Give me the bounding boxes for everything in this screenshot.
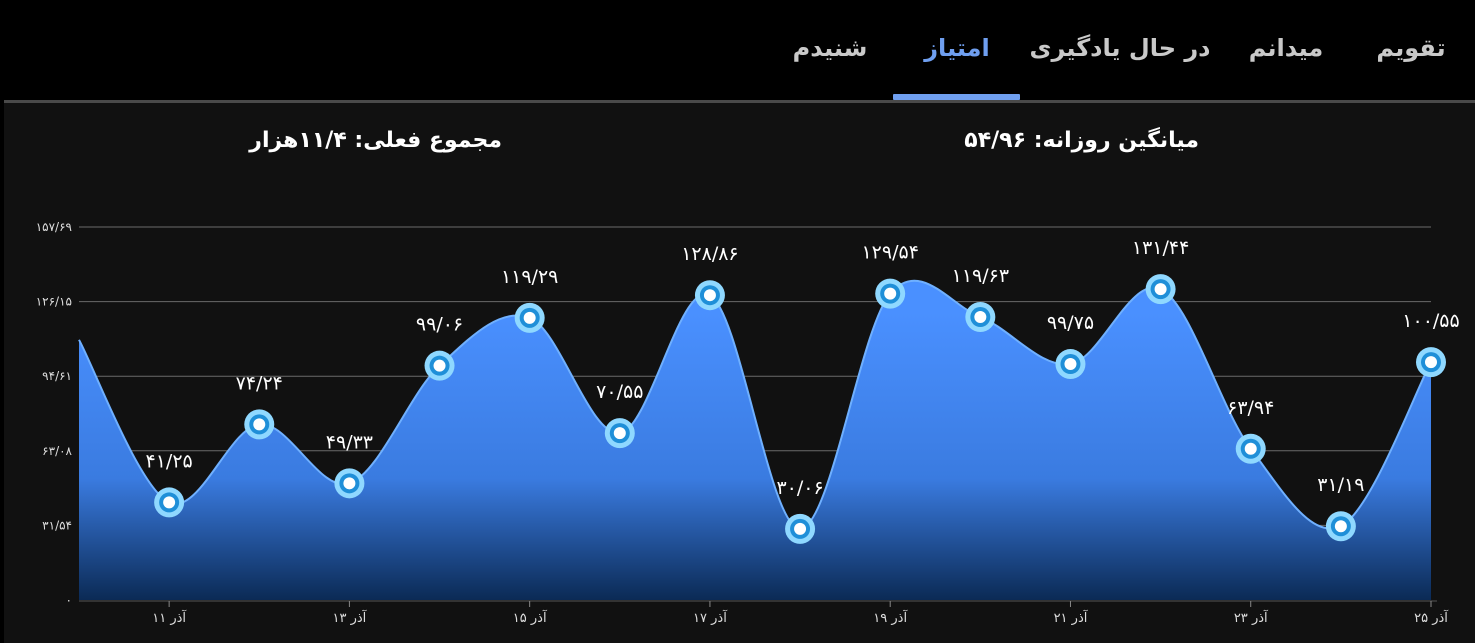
y-tick-label: ۱۲۶/۱۵ [36, 295, 72, 309]
data-label: ۹۹/۰۶ [416, 314, 463, 336]
daily-average-label: میانگین روزانه: ۵۴/۹۶ [964, 128, 1199, 153]
tab-heard[interactable]: شنیدم [792, 34, 868, 62]
data-point-center [1334, 520, 1347, 533]
y-tick-label: ۱۵۷/۶۹ [36, 220, 72, 234]
current-total-label: مجموع فعلی: ۱۱/۴هزار [249, 128, 502, 153]
data-point-center [433, 359, 446, 372]
data-label: ۱۲۸/۸۶ [681, 243, 738, 265]
tab-learning[interactable]: در حال یادگیری [1029, 34, 1211, 62]
data-point-center [613, 427, 626, 440]
data-labels: ۴۱/۲۵ ۷۴/۲۴ ۴۹/۳۳ ۹۹/۰۶ ۱۱۹/۲۹ ۷۰/۵۵ ۱۲۸/۸۶ ۳۰/… [146, 237, 1460, 499]
data-label: ۳۱/۱۹ [1317, 474, 1364, 496]
data-point-center [1154, 283, 1167, 296]
data-label: ۴۹/۳۳ [326, 431, 373, 453]
y-tick-label: ۶۳/۰۸ [42, 444, 72, 458]
x-tick-label: ۱۳ آذر [333, 609, 368, 626]
data-label: ۱۲۹/۵۴ [861, 242, 918, 264]
data-point-center [1064, 358, 1077, 371]
data-point-center [974, 311, 987, 324]
x-tick-label: ۱۷ آذر [693, 609, 728, 626]
y-tick-label: ۳۱/۵۴ [42, 518, 72, 532]
tab-known[interactable]: میدانم [1248, 34, 1324, 62]
data-point-center [884, 287, 897, 300]
data-point-center [794, 522, 807, 535]
data-label: ۱۱۹/۲۹ [501, 266, 558, 288]
x-tick-label: ۱۹ آذر [873, 609, 908, 626]
data-point-center [253, 418, 266, 431]
data-label: ۱۳۱/۴۴ [1132, 237, 1189, 259]
data-label: ۹۹/۷۵ [1047, 312, 1094, 334]
x-tick-label: ۲۳ آذر [1234, 609, 1269, 626]
data-markers [154, 274, 1446, 544]
data-label: ۷۰/۵۵ [596, 381, 643, 403]
active-tab-indicator [893, 94, 1020, 100]
data-point-center [163, 496, 176, 509]
tab-score[interactable]: امتیاز [924, 34, 990, 62]
area-fill [79, 280, 1431, 600]
data-label: ۷۴/۲۴ [236, 372, 283, 394]
tab-bar: تقویم میدانم در حال یادگیری امتیاز شنیدم [0, 0, 1475, 100]
data-point-center [703, 289, 716, 302]
data-label: ۶۳/۹۴ [1227, 397, 1274, 419]
data-point-center [1425, 356, 1437, 369]
data-point-center [523, 311, 536, 324]
x-tick-label: ۲۱ آذر [1054, 609, 1089, 626]
tab-calendar[interactable]: تقویم [1376, 34, 1446, 62]
data-point-center [343, 477, 356, 490]
data-label: ۱۱۹/۶۳ [952, 265, 1009, 287]
data-label: ۱۰۰/۵۵ [1402, 310, 1459, 332]
x-tick-label: ۱۵ آذر [513, 609, 548, 626]
x-tick-label: ۱۱ آذر [152, 609, 187, 626]
data-label: ۴۱/۲۵ [146, 450, 193, 472]
x-axis-ticks: ۱۱ آذر ۱۳ آذر ۱۵ آذر ۱۷ آذر ۱۹ آذر ۲۱ آذر ۲۳ آ… [152, 601, 1449, 626]
data-point-center [1244, 442, 1257, 455]
series-line [78, 279, 1432, 530]
y-axis-ticks: ۰ ۳۱/۵۴ ۶۳/۰۸ ۹۴/۶۱ ۱۲۶/۱۵ ۱۵۷/۶۹ [36, 220, 73, 607]
y-tick-label: ۰ [66, 593, 72, 607]
y-tick-label: ۹۴/۶۱ [42, 369, 72, 383]
x-tick-label: ۲۵ آذر [1414, 609, 1449, 626]
data-label: ۳۰/۰۶ [776, 477, 823, 499]
